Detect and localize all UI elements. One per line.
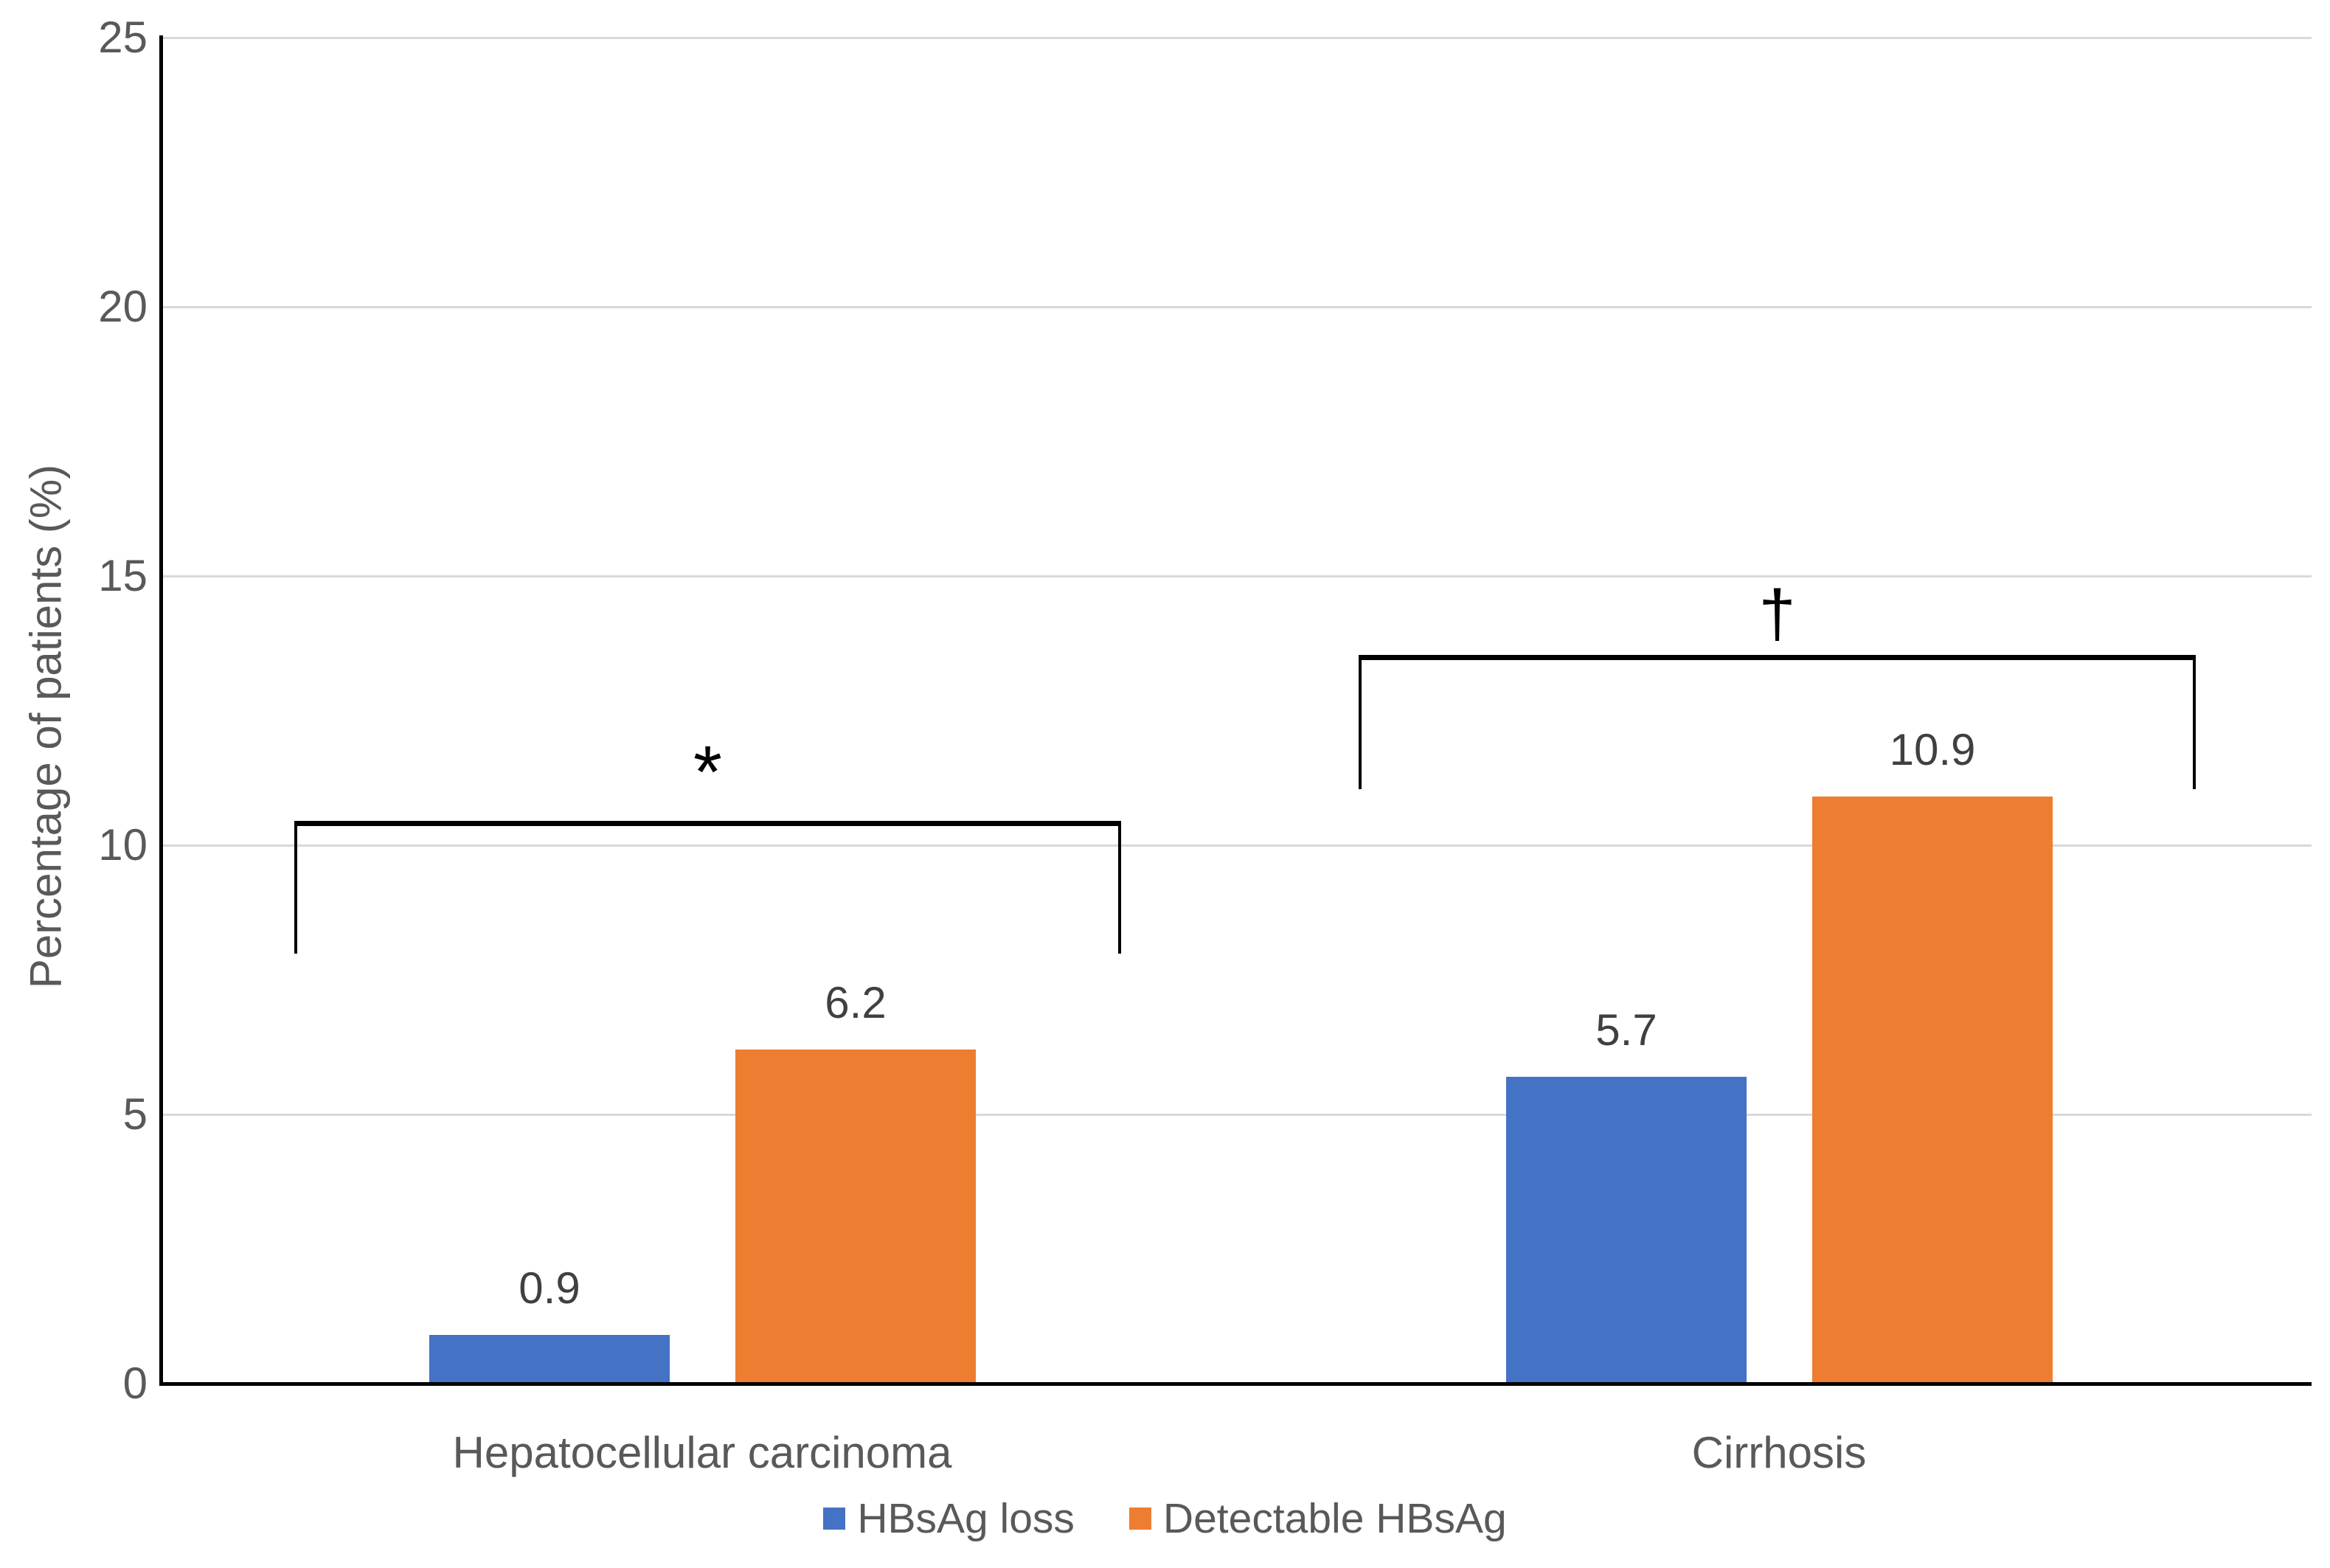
legend-swatch-icon xyxy=(823,1508,846,1530)
bar-value-label: 10.9 xyxy=(1889,725,1976,774)
gridline xyxy=(161,306,2312,308)
significance-symbol: † xyxy=(1758,577,1796,651)
legend-label: HBsAg loss xyxy=(857,1495,1075,1542)
bar-series1-cat0 xyxy=(735,1050,976,1384)
legend-swatch-icon xyxy=(1128,1508,1151,1530)
bar-value-label: 0.9 xyxy=(519,1263,580,1313)
significance-bracket xyxy=(294,821,1121,954)
bar-value-label: 6.2 xyxy=(825,978,887,1027)
y-tick-label: 10 xyxy=(98,820,148,870)
gridline xyxy=(161,575,2312,577)
y-tick-label: 15 xyxy=(98,551,148,600)
legend-label: Detectable HBsAg xyxy=(1162,1495,1507,1542)
y-tick-label: 25 xyxy=(98,13,148,62)
bar-series0-cat1 xyxy=(1506,1077,1747,1384)
category-label: Hepatocellular carcinoma xyxy=(452,1428,952,1477)
legend: HBsAg loss Detectable HBsAg xyxy=(0,1494,2330,1543)
y-tick-label: 0 xyxy=(122,1359,148,1408)
legend-item: HBsAg loss xyxy=(823,1494,1075,1543)
significance-bracket xyxy=(1359,655,2196,789)
bar-series0-cat0 xyxy=(429,1335,670,1384)
category-label: Cirrhosis xyxy=(1691,1428,1867,1477)
gridline xyxy=(161,844,2312,847)
y-tick-label: 20 xyxy=(98,282,148,331)
legend-item: Detectable HBsAg xyxy=(1128,1494,1507,1543)
y-axis-line xyxy=(159,35,163,1386)
gridline xyxy=(161,1114,2312,1116)
gridline xyxy=(161,37,2312,39)
y-tick-label: 5 xyxy=(122,1089,148,1139)
bar-value-label: 5.7 xyxy=(1595,1005,1657,1055)
x-axis-line xyxy=(159,1382,2312,1386)
y-axis-title: Percentage of patients (%) xyxy=(21,464,71,989)
bar-series1-cat1 xyxy=(1812,797,2053,1384)
significance-symbol: * xyxy=(693,731,722,814)
